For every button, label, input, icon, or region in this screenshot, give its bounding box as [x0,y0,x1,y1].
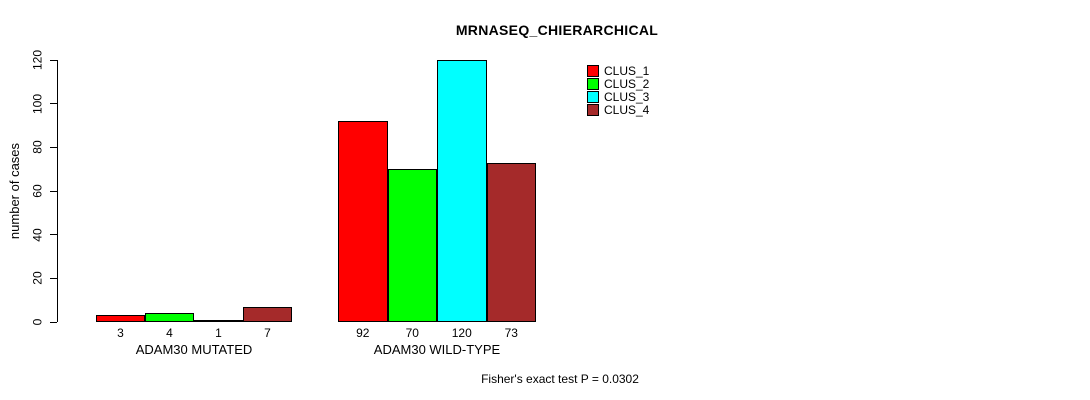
y-tick [50,321,57,323]
annotation-fisher-test: Fisher's exact test P = 0.0302 [481,372,639,386]
bar-value-label: 4 [166,326,173,340]
legend-label: CLUS_2 [604,76,650,91]
bar-clus-4-adam30-mutated [243,306,292,322]
bar-clus-1-adam30-wild-type [338,121,388,322]
bar-clus-2-adam30-mutated [145,313,194,322]
bar-value-label: 1 [215,326,222,340]
bar-clus-4-adam30-wild-type [486,162,536,322]
y-tick-label: 100 [30,93,45,114]
bar-clus-3-adam30-wild-type [437,60,487,322]
bar-clus-1-adam30-mutated [96,315,145,322]
chart-title: MRNASEQ_CHIERARCHICAL [455,22,659,38]
legend-item: CLUS_3 [587,90,649,103]
bar-value-label: 7 [264,326,271,340]
legend-label: CLUS_4 [604,102,650,117]
legend-item: CLUS_1 [587,64,649,77]
legend-swatch-clus-4 [587,103,599,116]
y-tick-label: 60 [30,184,45,198]
bar-value-label: 70 [405,326,419,340]
legend-item: CLUS_2 [587,77,649,90]
legend-swatch-clus-1 [587,64,599,77]
y-tick [50,103,57,105]
legend: CLUS_1 CLUS_2 CLUS_3 CLUS_4 [587,64,649,116]
y-tick [50,190,57,192]
bar-value-label: 120 [451,326,472,340]
legend-label: CLUS_1 [604,63,650,78]
y-tick-label: 0 [30,318,45,326]
y-tick-label: 120 [30,49,45,71]
legend-swatch-clus-2 [587,77,599,90]
legend-swatch-clus-3 [587,90,599,103]
y-axis [57,60,58,322]
y-tick-label: 40 [30,227,45,242]
y-tick-label: 80 [30,140,45,155]
y-tick [50,234,57,236]
legend-item: CLUS_4 [587,103,649,116]
bar-clus-3-adam30-mutated [194,319,243,322]
group-label-adam30-wild-type: ADAM30 WILD-TYPE [373,342,501,357]
y-tick [50,277,57,279]
bar-value-label: 3 [117,326,124,340]
bar-value-label: 73 [504,326,518,340]
y-axis-label: number of cases [7,142,22,240]
y-tick-label: 20 [30,271,45,286]
y-tick [50,146,57,148]
y-tick [50,59,57,61]
bar-clus-2-adam30-wild-type [387,169,437,322]
legend-label: CLUS_3 [604,89,650,104]
group-label-adam30-mutated: ADAM30 MUTATED [135,342,253,357]
bar-value-label: 92 [356,326,370,340]
